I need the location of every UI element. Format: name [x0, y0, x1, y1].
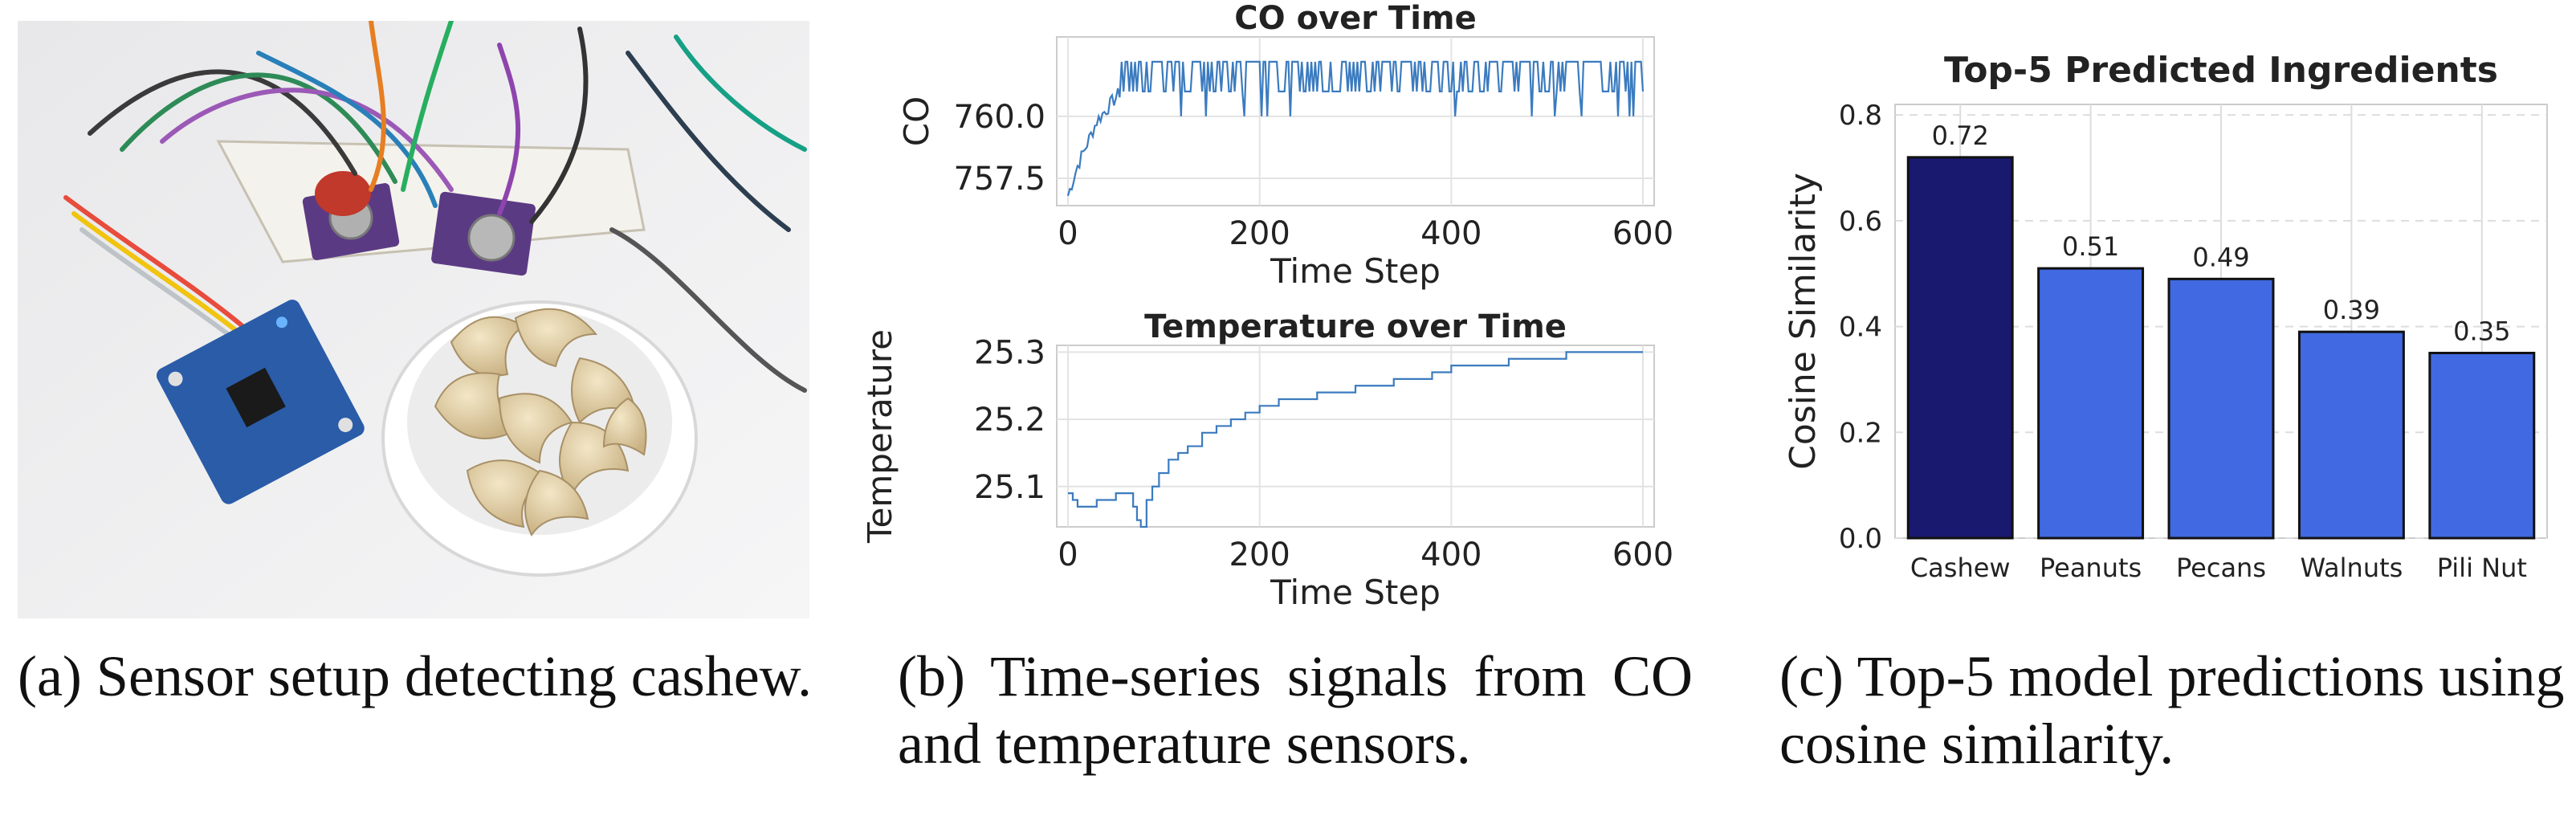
x-tick-label: Peanuts	[2040, 553, 2142, 583]
cashew-nuts	[434, 308, 647, 537]
sensor-cap	[315, 171, 371, 216]
top5-bar-chart: Top-5 Predicted Ingredients 0.0 0.2 0.4 0.6 0…	[1783, 50, 2548, 583]
y-tick-label: 25.2	[974, 402, 1045, 439]
time-series-charts: 0 200 400 600 757.5 760.0 CO over Time Time Ste…	[860, 0, 1673, 612]
time-series-panel: 0 200 400 600 757.5 760.0 CO over Time Time Ste…	[860, 0, 1718, 618]
x-tick-label: Pecans	[2176, 553, 2266, 583]
sensor-setup-photo	[18, 18, 809, 618]
x-axis-label: Time Step	[1270, 573, 1441, 612]
y-tick-label: 0.2	[1839, 417, 1882, 449]
x-tick-label: 400	[1420, 537, 1482, 573]
y-tick-label: 760.0	[953, 99, 1045, 136]
bar	[2037, 267, 2145, 540]
bar-value-label: 0.72	[1932, 120, 1989, 151]
y-axis-label: CO	[897, 96, 936, 146]
bar	[2297, 330, 2405, 540]
bar-value-label: 0.35	[2453, 316, 2510, 347]
x-tick-label: Walnuts	[2300, 553, 2403, 583]
gas-sensor	[467, 214, 516, 262]
series-line	[1068, 351, 1643, 528]
bar	[2428, 352, 2536, 540]
table-surface	[18, 21, 809, 618]
caption-c: (c) Top-5 model predictions using cosine…	[1779, 644, 2565, 776]
x-axis-label: Time Step	[1270, 251, 1441, 291]
caption-b: (b) Time-series signals from CO and temp…	[898, 644, 1693, 776]
x-tick-label: 600	[1612, 537, 1673, 573]
x-tick-label: Pili Nut	[2437, 553, 2527, 583]
x-tick-label: 0	[1058, 215, 1078, 252]
y-tick-label: 25.3	[974, 334, 1045, 371]
x-tick-label: 400	[1420, 215, 1482, 252]
predictions-panel: Top-5 Predicted Ingredients 0.0 0.2 0.4 0.6 0…	[1767, 32, 2570, 610]
y-tick-label: 0.8	[1839, 100, 1882, 132]
plot-area	[1056, 345, 1655, 528]
y-tick-label: 0.6	[1839, 206, 1882, 238]
y-tick-label: 25.1	[974, 469, 1045, 506]
chart-title: Top-5 Predicted Ingredients	[1944, 50, 2498, 91]
bar-value-label: 0.49	[2192, 242, 2249, 272]
bar	[1906, 156, 2014, 540]
bar	[2167, 277, 2275, 540]
plot-area	[1056, 36, 1655, 206]
x-tick-label: Cashew	[1910, 553, 2011, 583]
x-tick-label: 200	[1229, 215, 1290, 252]
bar-value-label: 0.51	[2062, 231, 2119, 262]
caption-a: (a) Sensor setup detecting cashew.	[18, 644, 812, 708]
chart-title: CO over Time	[1234, 0, 1476, 37]
x-tick-label: 600	[1612, 215, 1673, 252]
y-tick-label: 0.0	[1839, 523, 1882, 555]
bar-value-label: 0.39	[2323, 295, 2380, 325]
chart-title: Temperature over Time	[1144, 308, 1567, 345]
y-tick-label: 757.5	[953, 161, 1045, 198]
y-axis-label: Cosine Similarity	[1783, 173, 1824, 470]
temperature-sensor-board	[156, 300, 365, 504]
y-tick-label: 0.4	[1839, 312, 1882, 344]
x-tick-label: 200	[1229, 537, 1290, 573]
sensor-setup-illustration	[18, 18, 809, 618]
x-tick-label: 0	[1058, 537, 1078, 573]
series-line	[1066, 60, 1645, 197]
y-axis-label: Temperature	[867, 329, 899, 544]
